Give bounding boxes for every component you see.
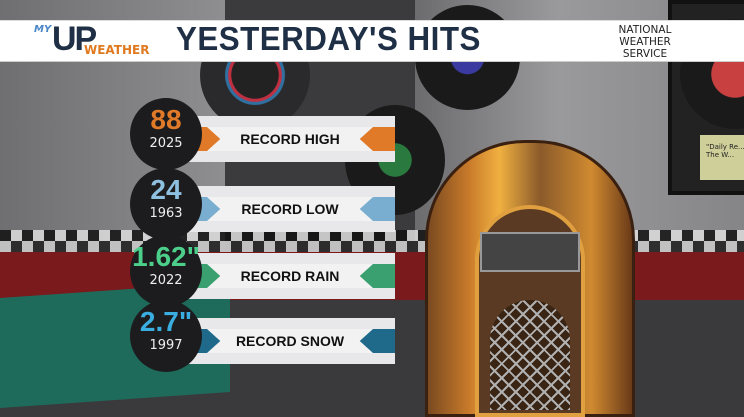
record-banner: RECORD RAIN [185,253,395,299]
record-row: RECORD SNOW 2.7" 1997 [130,300,400,376]
record-label: RECORD LOW [241,201,339,217]
record-row: RECORD RAIN 1.62" 2022 [130,235,400,311]
logo: UP [52,20,97,58]
record-year: 1963 [149,206,183,221]
record-banner: RECORD LOW [185,186,395,232]
record-label: RECORD RAIN [240,268,340,284]
record-label: RECORD SNOW [235,333,345,349]
jukebox-selector [480,232,580,272]
record-badge: 1.62" 2022 [130,235,202,307]
logo: MY [34,24,52,35]
checker-strip [0,241,744,252]
record-row: RECORD HIGH 88 2025 [130,98,400,174]
record-year: 2022 [149,273,183,288]
record-year: 1997 [149,338,183,353]
record-label: RECORD HIGH [240,131,340,147]
plaque: "Daily Re... The W... [700,135,744,180]
record-badge: 2.7" 1997 [130,300,202,372]
record-badge: 24 1963 [130,168,202,240]
banner-stripe: RECORD SNOW [185,329,395,353]
record-row: RECORD LOW 24 1963 [130,168,400,244]
banner-stripe: RECORD RAIN [185,264,395,288]
logo: WEATHER [84,43,150,57]
source-label: NATIONAL WEATHER SERVICE [618,24,672,60]
record-value: 24 [150,174,182,205]
title-bar [0,20,744,62]
jukebox-grille [490,300,570,410]
record-value: 88 [150,104,182,135]
record-banner: RECORD SNOW [185,318,395,364]
record-banner: RECORD HIGH [185,116,395,162]
record-value: 2.7" [139,306,193,337]
banner-stripe: RECORD LOW [185,197,395,221]
record-year: 2025 [149,136,183,151]
record-value: 1.62" [132,241,200,272]
page-title: YESTERDAY'S HITS [176,20,481,57]
banner-stripe: RECORD HIGH [185,127,395,151]
record-badge: 88 2025 [130,98,202,170]
